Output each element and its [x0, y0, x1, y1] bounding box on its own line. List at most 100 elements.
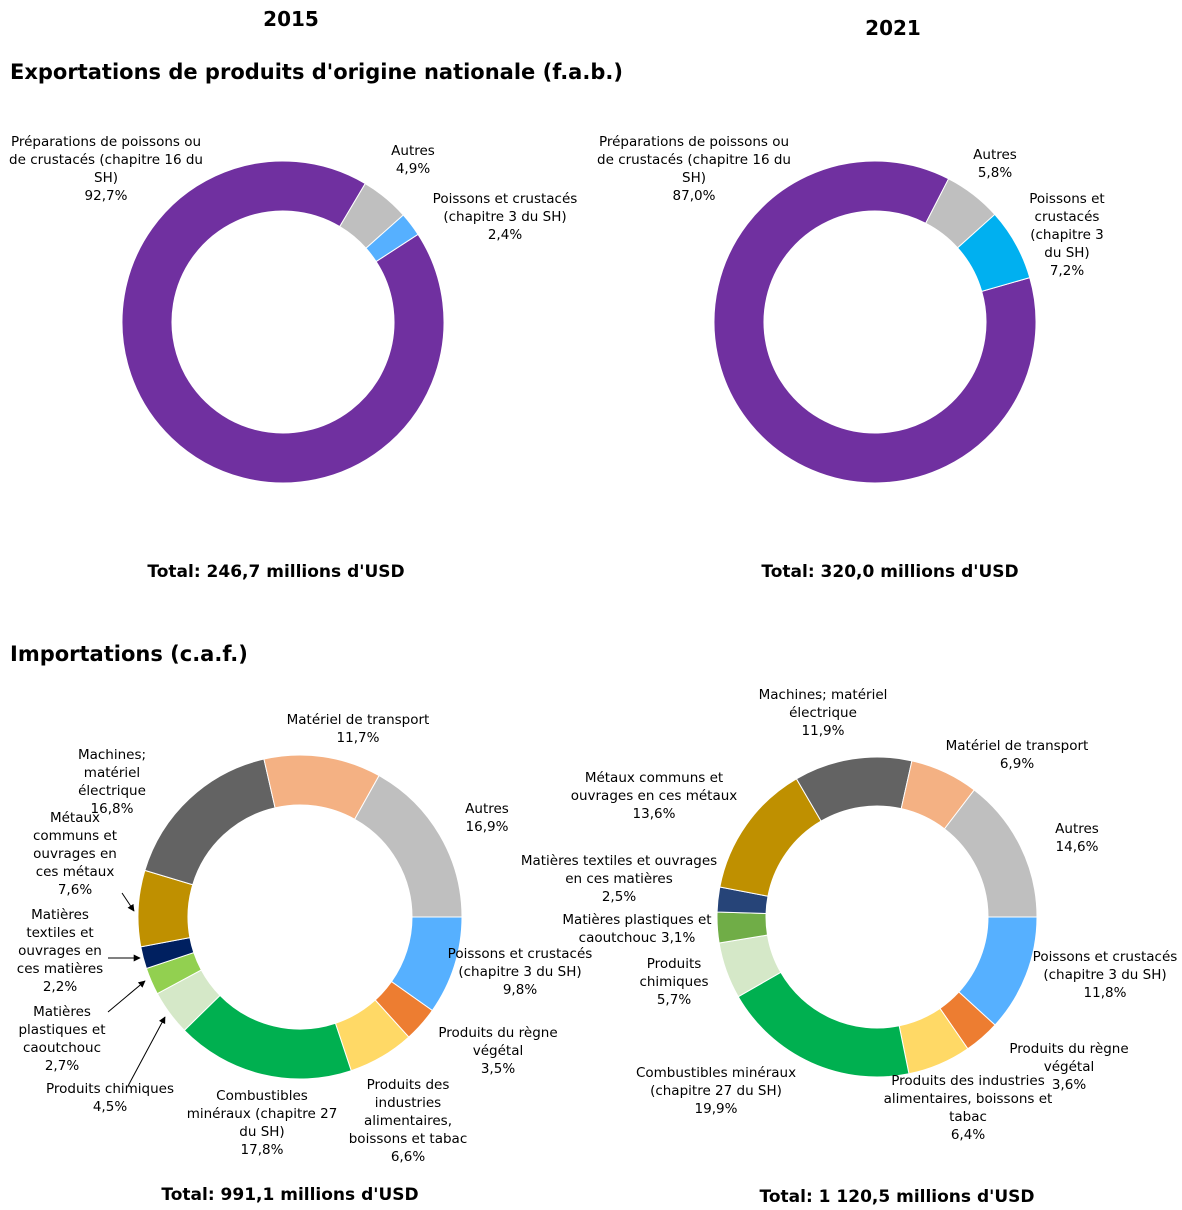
- category-label: Combustibles minéraux (chapitre 27 du SH…: [635, 1065, 797, 1099]
- total-label: Total: 320,0 millions d'USD: [761, 562, 1019, 582]
- category-label: Produits chimiques: [639, 956, 709, 990]
- category-label: Produits des industries alimentaires, bo…: [883, 1073, 1053, 1125]
- value-label: 17,8%: [240, 1142, 284, 1158]
- slice-label: Matériel de transport 6,9%: [927, 737, 1107, 773]
- section-title: Importations (c.a.f.): [10, 642, 248, 666]
- slice-label: Matériel de transport 11,7%: [268, 711, 448, 747]
- slice: [713, 160, 1037, 484]
- category-label: Matières plastiques et caoutchouc: [562, 912, 712, 946]
- total-label: Total: 246,7 millions d'USD: [147, 562, 405, 582]
- value-label: 7,2%: [1049, 263, 1085, 279]
- value-label: 9,8%: [502, 982, 538, 998]
- slice-label: Produits chimiques 5,7%: [624, 955, 724, 1009]
- value-label: 3,5%: [480, 1061, 516, 1077]
- category-label: Machines; matériel électrique: [758, 687, 888, 721]
- slice-label: Combustibles minéraux (chapitre 27 du SH…: [621, 1064, 811, 1118]
- category-label: Machines; matériel électrique: [77, 747, 147, 799]
- slice-label: Produits des industries alimentaires, bo…: [878, 1072, 1058, 1144]
- slice: [121, 160, 445, 484]
- section-title: Exportations de produits d'origine natio…: [10, 60, 623, 84]
- leader-arrows: [107, 892, 166, 1087]
- category-label: Matières textiles et ouvrages en ces mat…: [16, 907, 104, 977]
- category-label: Préparations de poissons ou de crustacés…: [597, 134, 791, 186]
- slice-label: Machines; matériel électrique 16,8%: [50, 746, 175, 818]
- value-label: 7,6%: [57, 882, 93, 898]
- value-label: 92,7%: [84, 188, 128, 204]
- slice-label: Combustibles minéraux (chapitre 27 du SH…: [182, 1087, 342, 1159]
- category-label: Autres: [1055, 821, 1099, 837]
- arrow: [107, 980, 146, 1013]
- category-label: Autres: [973, 147, 1017, 163]
- category-label: Autres: [465, 801, 509, 817]
- category-label: Préparations de poissons ou de crustacés…: [9, 134, 203, 186]
- category-label: Métaux communs et ouvrages en ces métaux: [570, 770, 738, 804]
- value-label: 2,2%: [42, 979, 78, 995]
- value-label: 4,5%: [92, 1099, 128, 1115]
- slice-label: Autres 4,9%: [373, 142, 453, 178]
- slice: [943, 789, 1038, 918]
- slice-label: Matières textiles et ouvrages en ces mat…: [519, 852, 719, 906]
- value-label: 16,9%: [465, 819, 509, 835]
- category-label: Produits chimiques: [45, 1081, 174, 1097]
- category-label: Poissons et crustacés (chapitre 3 du SH): [1032, 949, 1178, 983]
- category-label: Combustibles minéraux (chapitre 27 du SH…: [186, 1088, 338, 1140]
- category-label: Produits du règne végétal: [438, 1025, 558, 1059]
- year-heading: 2015: [263, 7, 319, 31]
- slice-label: Produits chimiques 4,5%: [28, 1080, 193, 1116]
- category-label: Poissons et crustacés (chapitre 3 du SH): [1029, 191, 1105, 261]
- slice-label: Préparations de poissons ou de crustacés…: [597, 133, 792, 205]
- value-label: 16,8%: [90, 801, 134, 817]
- value-label: 11,8%: [1083, 985, 1127, 1001]
- category-label: Produits des industries alimentaires, bo…: [348, 1077, 468, 1147]
- value-label: 2,4%: [487, 227, 523, 243]
- value-label: 19,9%: [694, 1101, 738, 1117]
- slice: [365, 214, 419, 263]
- slice-label: Poissons et crustacés (chapitre 3 du SH)…: [415, 190, 595, 244]
- slice-label: Autres 16,9%: [447, 800, 527, 836]
- category-label: Matières plastiques et caoutchouc: [18, 1004, 106, 1056]
- value-label: 2,7%: [44, 1058, 80, 1074]
- slice-label: Poissons et crustacés (chapitre 3 du SH)…: [1021, 190, 1113, 280]
- category-label: Matériel de transport: [286, 712, 430, 728]
- slice: [737, 971, 910, 1078]
- slice-label: Poissons et crustacés (chapitre 3 du SH)…: [1030, 948, 1180, 1002]
- value-label: 5,7%: [656, 992, 692, 1008]
- value-label: 2,5%: [601, 889, 637, 905]
- value-label: 11,7%: [336, 730, 380, 746]
- slice-label: Autres 14,6%: [1037, 820, 1117, 856]
- total-label: Total: 991,1 millions d'USD: [161, 1185, 419, 1205]
- value-label: 87,0%: [672, 188, 716, 204]
- value-label: 6,6%: [390, 1149, 426, 1165]
- value-label: 3,6%: [1051, 1077, 1087, 1093]
- year-heading: 2021: [865, 16, 921, 40]
- category-label: Matériel de transport: [945, 738, 1089, 754]
- category-label: Matières textiles et ouvrages en ces mat…: [520, 853, 718, 887]
- slice-label: Préparations de poissons ou de crustacés…: [9, 133, 204, 205]
- slice-label: Machines; matériel électrique 11,9%: [748, 686, 898, 740]
- slice: [353, 774, 463, 918]
- value-label: 4,9%: [395, 161, 431, 177]
- category-label: Métaux communs et ouvrages en ces métaux: [32, 810, 118, 880]
- category-label: Poissons et crustacés (chapitre 3 du SH): [447, 946, 593, 980]
- value-label: 6,9%: [999, 756, 1035, 772]
- value-label: 11,9%: [801, 723, 845, 739]
- slice-label: Matières textiles et ouvrages en ces mat…: [10, 906, 110, 996]
- slice-label: Métaux communs et ouvrages en ces métaux…: [25, 809, 125, 899]
- slice: [956, 213, 1031, 293]
- category-label: Produits du règne végétal: [1009, 1041, 1129, 1075]
- slice: [183, 994, 352, 1080]
- value-label: 3,1%: [661, 930, 696, 946]
- value-label: 6,4%: [950, 1127, 986, 1143]
- value-label: 5,8%: [977, 165, 1013, 181]
- slice-label: Autres 5,8%: [955, 146, 1035, 182]
- slice-label: Produits du règne végétal 3,5%: [423, 1024, 573, 1078]
- value-label: 14,6%: [1055, 839, 1099, 855]
- slice-label: Produits des industries alimentaires, bo…: [338, 1076, 478, 1166]
- arrow: [127, 1016, 166, 1087]
- total-label: Total: 1 120,5 millions d'USD: [759, 1187, 1035, 1207]
- slice-label: Poissons et crustacés (chapitre 3 du SH)…: [446, 945, 594, 999]
- slice-label: Métaux communs et ouvrages en ces métaux…: [554, 769, 754, 823]
- slice-label: Matières plastiques et caoutchouc 2,7%: [12, 1003, 112, 1075]
- arrow: [121, 892, 135, 912]
